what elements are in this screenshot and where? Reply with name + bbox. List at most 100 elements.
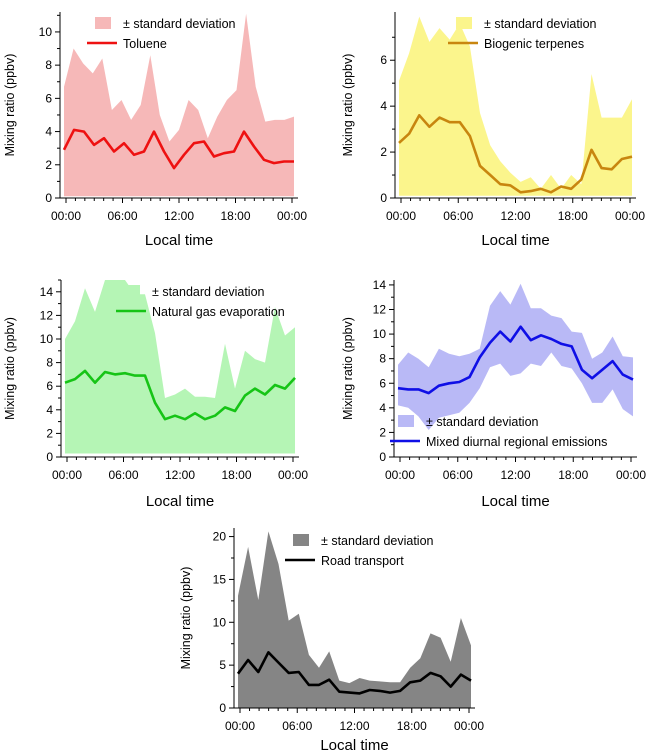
- legend: ± standard deviation Toluene: [87, 17, 236, 51]
- x-tick-label: 06:00: [443, 209, 473, 223]
- chart-panel-4: 0 2 4 6 8 10 12 14 00:00 06:00 12:00 18:00 00:00 Loca…: [341, 278, 646, 510]
- legend-label-band: ± standard deviation: [426, 415, 539, 429]
- y-tick-label: 15: [213, 572, 227, 586]
- x-tick-label: 00:00: [51, 209, 81, 223]
- x-tick-label: 00:00: [385, 468, 415, 482]
- y-axis-title: Mixing ratio (ppbv): [341, 54, 355, 157]
- x-tick-label: 00:00: [278, 468, 308, 482]
- x-tick-label: 06:00: [282, 719, 312, 733]
- std-band: [398, 283, 633, 430]
- x-tick-label: 18:00: [558, 468, 588, 482]
- std-band: [238, 531, 471, 708]
- legend-label-band: ± standard deviation: [484, 17, 597, 31]
- y-tick-label: 12: [40, 308, 54, 322]
- y-tick-label: 14: [373, 278, 387, 292]
- x-tick-label: 12:00: [164, 209, 194, 223]
- y-tick-label: 4: [380, 99, 387, 113]
- legend-swatch-band: [124, 285, 140, 297]
- x-axis-title: Local time: [145, 232, 213, 249]
- y-axis-title: Mixing ratio (ppbv): [3, 317, 17, 420]
- y-tick-label: 10: [373, 327, 387, 341]
- x-tick-label: 18:00: [220, 209, 250, 223]
- legend-label-line: Toluene: [123, 37, 167, 51]
- y-axis-title: Mixing ratio (ppbv): [179, 567, 193, 670]
- x-axis-title: Local time: [481, 232, 549, 249]
- series-line: [64, 369, 296, 421]
- x-axis-title: Local time: [320, 737, 388, 754]
- chart-panel-3: 0 2 4 6 8 10 12 14 00:00 06:00 12:00 18:00 00:00 Loca…: [3, 279, 308, 510]
- x-axis-title: Local time: [481, 493, 549, 510]
- chart-panel-5: 0 5 10 15 20 00:00 06:00 12:00 18:00 00:00 Local t…: [179, 528, 484, 754]
- legend: ± standard deviation Biogenic terpenes: [448, 17, 597, 51]
- x-tick-label: 00:00: [615, 209, 645, 223]
- x-tick-label: 06:00: [107, 209, 137, 223]
- x-axis-title: Local time: [146, 493, 214, 510]
- legend-label-line: Mixed diurnal regional emissions: [426, 435, 607, 449]
- x-tick-label: 06:00: [108, 468, 138, 482]
- x-tick-label: 00:00: [386, 209, 416, 223]
- y-tick-label: 0: [46, 450, 53, 464]
- y-tick-label: 2: [380, 145, 387, 159]
- y-tick-label: 14: [40, 285, 54, 299]
- x-tick-label: 18:00: [397, 719, 427, 733]
- y-tick-label: 10: [40, 332, 54, 346]
- x-tick-label: 18:00: [221, 468, 251, 482]
- legend-label-line: Biogenic terpenes: [484, 37, 584, 51]
- legend-swatch-band: [293, 534, 309, 546]
- y-tick-label: 2: [45, 158, 52, 172]
- y-tick-label: 0: [219, 701, 226, 715]
- x-tick-label: 12:00: [165, 468, 195, 482]
- y-tick-label: 5: [219, 658, 226, 672]
- legend-label-band: ± standard deviation: [152, 285, 265, 299]
- y-tick-label: 0: [379, 450, 386, 464]
- legend: ± standard deviation Mixed diurnal region…: [390, 415, 607, 449]
- std-band: [64, 13, 294, 197]
- legend: ± standard deviation Road transport: [285, 534, 434, 568]
- x-tick-label: 18:00: [558, 209, 588, 223]
- series-line: [62, 128, 294, 170]
- y-tick-label: 10: [213, 615, 227, 629]
- legend-label-band: ± standard deviation: [123, 17, 236, 31]
- series-line: [236, 651, 472, 695]
- y-tick-label: 6: [45, 91, 52, 105]
- y-tick-label: 4: [46, 403, 53, 417]
- y-tick-label: 6: [380, 53, 387, 67]
- std-band: [399, 16, 632, 196]
- y-tick-label: 4: [45, 125, 52, 139]
- chart-panel-1: 0 2 4 6 8 10 00:00 06:00 12:00 18:00 00:00 Local ti…: [3, 12, 307, 249]
- y-tick-label: 12: [373, 303, 387, 317]
- y-tick-label: 2: [46, 426, 53, 440]
- legend-label-band: ± standard deviation: [321, 534, 434, 548]
- x-tick-label: 00:00: [616, 468, 646, 482]
- y-tick-label: 8: [379, 352, 386, 366]
- legend-label-line: Natural gas evaporation: [152, 305, 285, 319]
- chart-panel-2: 0 2 4 6 00:00 06:00 12:00 18:00 00:00 Local time M…: [341, 12, 645, 249]
- legend-swatch-band: [456, 17, 472, 29]
- y-tick-label: 0: [45, 191, 52, 205]
- x-tick-label: 00:00: [454, 719, 484, 733]
- legend: ± standard deviation Natural gas evaporat…: [116, 285, 285, 319]
- x-tick-label: 12:00: [500, 468, 530, 482]
- x-tick-label: 00:00: [277, 209, 307, 223]
- x-tick-label: 00:00: [52, 468, 82, 482]
- y-tick-label: 2: [379, 425, 386, 439]
- legend-swatch-band: [398, 415, 414, 427]
- x-tick-label: 06:00: [443, 468, 473, 482]
- x-tick-label: 00:00: [225, 719, 255, 733]
- y-axis-title: Mixing ratio (ppbv): [341, 317, 355, 420]
- std-band: [65, 280, 295, 454]
- y-tick-label: 8: [45, 58, 52, 72]
- series-line: [398, 114, 633, 194]
- y-tick-label: 6: [46, 379, 53, 393]
- x-tick-label: 12:00: [500, 209, 530, 223]
- x-tick-label: 12:00: [339, 719, 369, 733]
- y-tick-label: 10: [39, 25, 53, 39]
- y-tick-label: 4: [379, 401, 386, 415]
- y-axis-title: Mixing ratio (ppbv): [3, 54, 17, 157]
- y-tick-label: 8: [46, 356, 53, 370]
- y-tick-label: 20: [213, 530, 227, 544]
- legend-label-line: Road transport: [321, 554, 404, 568]
- y-tick-label: 0: [380, 191, 387, 205]
- y-tick-label: 6: [379, 376, 386, 390]
